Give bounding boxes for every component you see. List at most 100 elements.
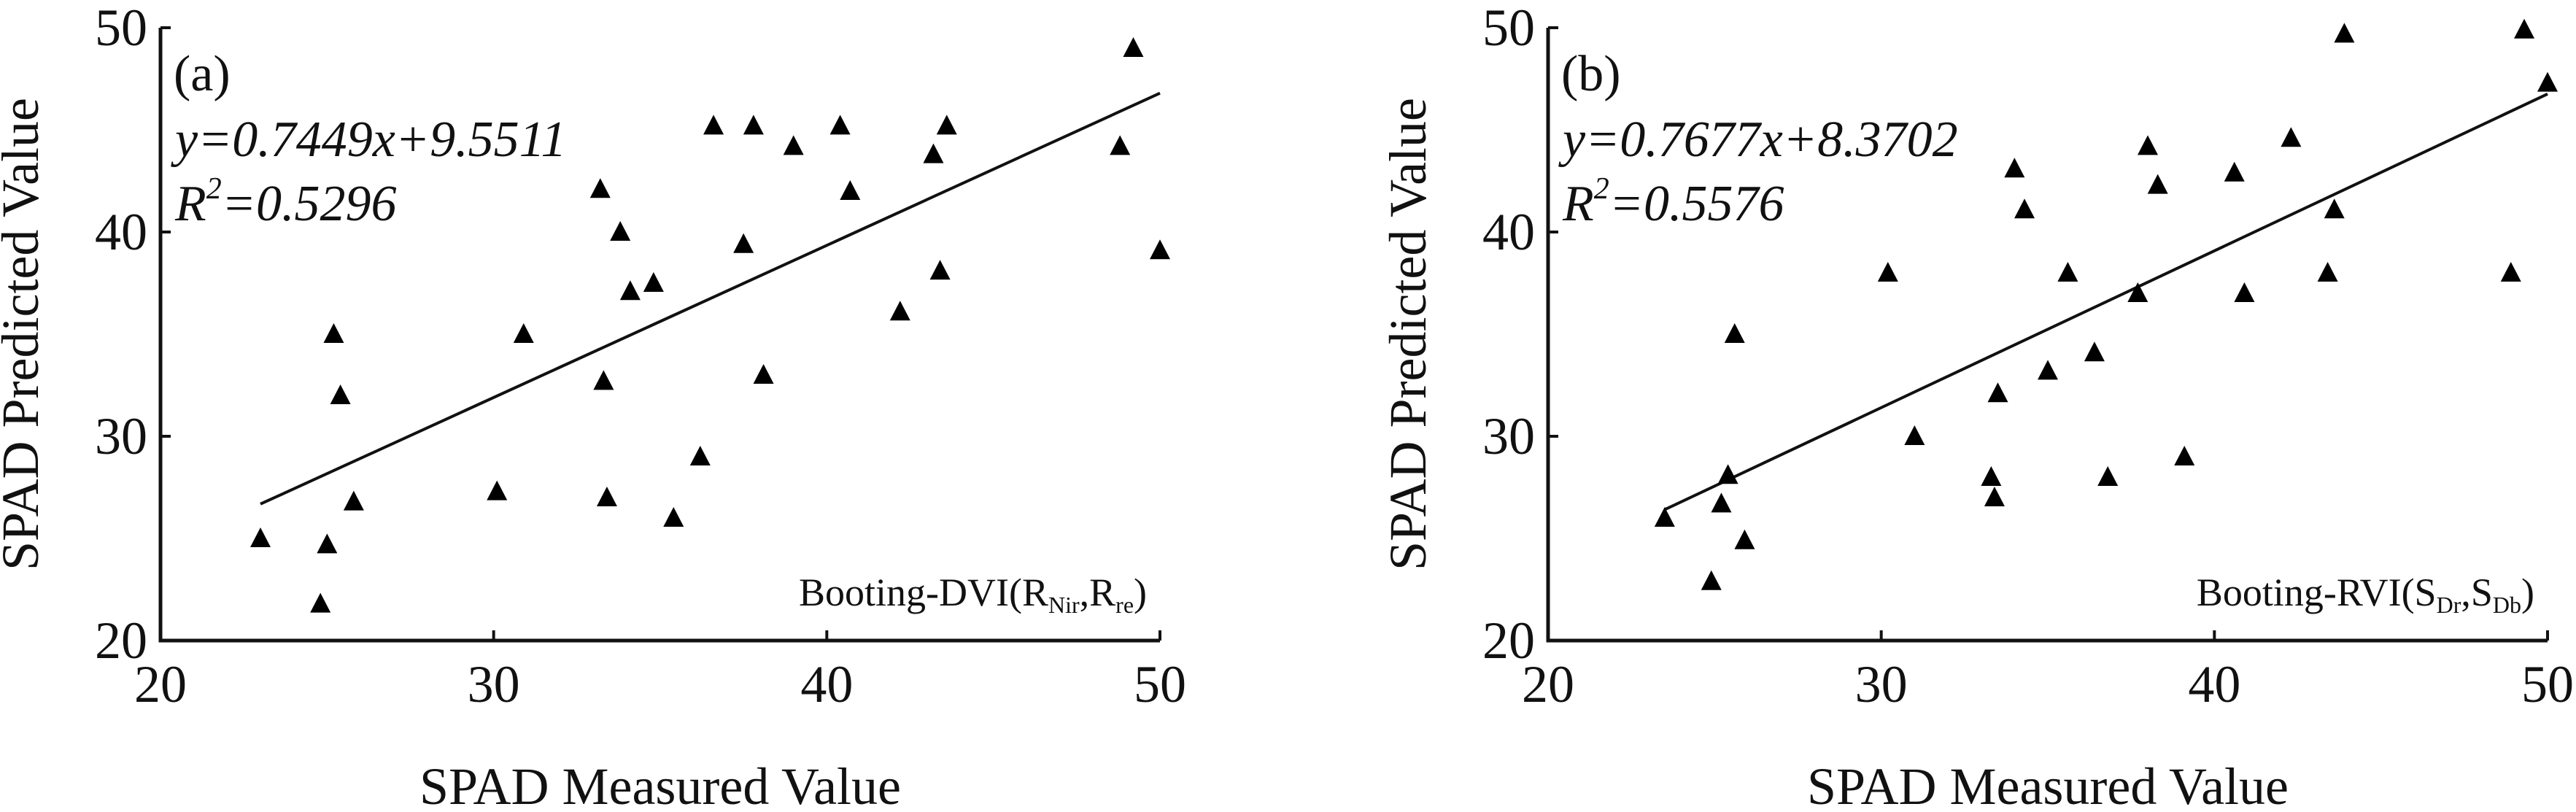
panel-a-data-point (310, 592, 331, 613)
panel-a-data-point (936, 115, 957, 135)
panel-b-data-point (1877, 262, 1898, 282)
panel-b-r-exponent: 2 (1594, 172, 1609, 206)
panel-b-data-point (2014, 198, 2035, 219)
panel-a: 20 30 40 50 20 30 40 50 (a) y=0.7449x+9.5511 R2… (0, 0, 1186, 812)
panel-b-marks (1654, 18, 2558, 590)
panel-a-data-point (840, 180, 861, 200)
panel-b-data-point (2127, 282, 2148, 302)
panel-b-data-point (2281, 127, 2302, 147)
panel-b-data-point (1981, 466, 2002, 486)
panel-a-marks (250, 37, 1170, 613)
panel-b-data-point (2334, 23, 2355, 43)
panel-b-data-point (2500, 262, 2521, 282)
panel-b-data-point (2514, 18, 2535, 39)
panel-b-data-point (1711, 492, 1732, 513)
panel-b-y-tick-label: 50 (1482, 0, 1535, 57)
panel-b-data-point (2224, 161, 2245, 182)
panel-a-x-tick-label: 40 (800, 655, 853, 714)
panel-a-data-point (689, 446, 711, 465)
panel-a-data-point (929, 260, 951, 280)
panel-a-y-tick-label: 40 (95, 203, 147, 261)
panel-a-index-main: Booting-DVI(R (799, 571, 1048, 614)
panel-b-data-point (2004, 158, 2025, 178)
panel-a-r-exponent: 2 (206, 172, 222, 206)
panel-b-data-point (2138, 135, 2158, 155)
panel-b-data-point (2057, 262, 2078, 282)
panel-b-data-point (2234, 282, 2255, 302)
panel-a-x-axis-label: SPAD Measured Value (419, 757, 901, 812)
panel-b-y-axis-label: SPAD Predicted Value (1379, 98, 1437, 571)
panel-b-x-tick-label: 50 (2521, 655, 2574, 714)
panel-a-data-point (743, 115, 764, 135)
panel-a-data-point (829, 115, 851, 135)
panel-a-r-value: =0.5296 (222, 176, 397, 232)
panel-a-data-point (330, 384, 351, 404)
panel-b-r-value: =0.5576 (1609, 176, 1784, 232)
panel-b-data-point (1654, 507, 1675, 527)
panel-b-label: (b) (1561, 46, 1621, 102)
panel-a-y-tick-label: 20 (95, 611, 147, 670)
panel-a-data-point (1110, 135, 1131, 155)
panel-a-index-end: ) (1134, 571, 1147, 614)
panel-a-y-axis-label: SPAD Predicted Value (0, 98, 50, 571)
panel-a-y-tick-label: 50 (95, 0, 147, 57)
panel-a-r-symbol: R (174, 176, 206, 232)
panel-b-x-tick-label: 30 (1855, 655, 1908, 714)
panel-a-y-tick-label: 30 (95, 407, 147, 465)
panel-a-data-point (589, 178, 611, 198)
panel-b-data-point (1734, 529, 1755, 549)
panel-b-data-point (2317, 262, 2338, 282)
panel-b-data-point (1724, 323, 1745, 343)
panel-a-data-point (343, 490, 364, 511)
panel-a-data-point (663, 507, 684, 527)
panel-a-index-sub2: re (1115, 592, 1134, 618)
panel-a-fit-line (260, 91, 1161, 506)
panel-b-data-point (1984, 487, 2005, 506)
panel-a-data-point (1150, 239, 1170, 260)
panel-b-index-sub1: Dr (2437, 592, 2461, 618)
panel-a-data-point (593, 370, 614, 390)
panel-a-data-point (610, 221, 631, 241)
panel-b-y-tick-label: 20 (1482, 611, 1535, 670)
panel-b-data-point (2038, 360, 2058, 380)
panel-a-data-point (487, 480, 508, 500)
panel-a-data-point (323, 323, 344, 343)
panel-b-index-label: Booting-RVI(SDr,SDb) (2197, 571, 2534, 618)
panel-b-data-point (2084, 341, 2105, 362)
panel-a-data-point (703, 115, 724, 135)
panel-a-data-point (783, 135, 804, 155)
panel-b-fit-line (1663, 93, 2548, 511)
panel-b-data-point (2147, 174, 2168, 194)
panel-b-data-point (2097, 466, 2119, 486)
panel-b: 20 30 40 50 20 30 40 50 (b) y=0.7677x+8.3702 R2… (1379, 0, 2574, 812)
panel-b-index-end: ) (2521, 571, 2534, 614)
panel-b-data-point (1904, 425, 1925, 445)
panel-b-data-point (1701, 570, 1722, 590)
panel-a-data-point (1123, 37, 1144, 57)
panel-a-x-tick-label: 20 (134, 655, 187, 714)
panel-b-x-tick-label: 40 (2188, 655, 2240, 714)
panel-a-data-point (753, 364, 774, 384)
panel-a-x-tick-label: 30 (468, 655, 520, 714)
panel-a-equation: y=0.7449x+9.5511 (171, 112, 566, 168)
panel-a-label: (a) (174, 46, 231, 102)
panel-a-index-label: Booting-DVI(RNir,Rre) (799, 571, 1147, 618)
panel-b-ticks: 20 30 40 50 20 30 40 50 (1482, 0, 2574, 714)
panel-b-y-tick-label: 30 (1482, 407, 1535, 465)
panel-a-data-point (513, 323, 534, 343)
panel-a-data-point (923, 143, 944, 163)
panel-a-data-point (643, 272, 664, 292)
panel-b-data-point (2537, 71, 2558, 92)
panel-a-ticks: 20 30 40 50 20 30 40 50 (95, 0, 1186, 714)
panel-b-data-point (2324, 198, 2345, 219)
panel-b-x-axis-label: SPAD Measured Value (1807, 757, 2289, 812)
panel-b-y-tick-label: 40 (1482, 203, 1535, 261)
panel-a-data-point (733, 233, 754, 253)
panel-b-data-point (1987, 382, 2008, 403)
panel-a-data-point (250, 527, 271, 547)
panel-b-index-sub2: Db (2493, 592, 2521, 618)
panel-a-data-point (889, 301, 910, 321)
panel-b-r-squared: R2=0.5576 (1562, 172, 1784, 232)
panel-b-x-tick-label: 20 (1522, 655, 1574, 714)
